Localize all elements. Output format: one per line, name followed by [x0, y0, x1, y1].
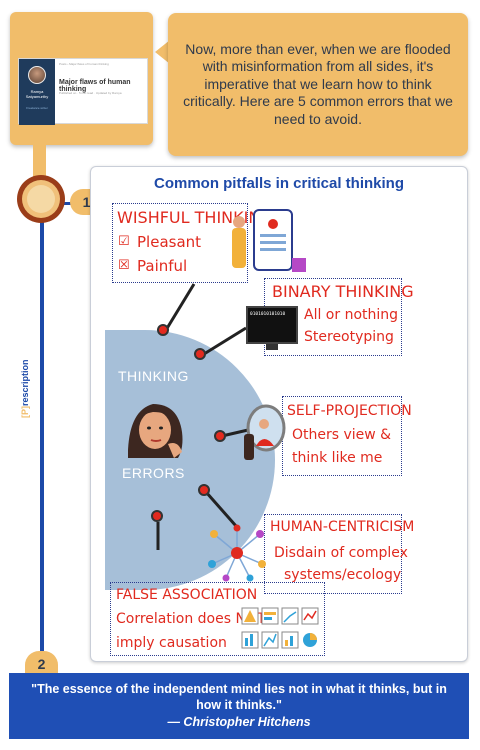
intro-text: Now, more than ever, when we are flooded… [183, 40, 453, 127]
thumbnail-stem [33, 145, 46, 183]
article-meta: Published on · 5 min read · Updated by R… [59, 91, 122, 95]
connector-dot-projection [214, 430, 226, 442]
step-badge-2[interactable]: 2 [25, 651, 58, 677]
author-name: Ramya Satyamurthy [25, 89, 49, 99]
wishful-line2: Painful [137, 257, 188, 275]
timeline-node-core [27, 185, 55, 213]
projection-line2: think like me [292, 450, 383, 466]
network-icon [208, 524, 266, 582]
quote-text: "The essence of the independent mind lie… [31, 682, 447, 712]
binary-line1: All or nothing [304, 307, 399, 323]
author-role: Freelance writer [26, 106, 48, 110]
phone-icon [232, 209, 306, 272]
quote-banner: "The essence of the independent mind lie… [9, 673, 469, 739]
association-title: FALSE ASSOCIATION [116, 587, 258, 603]
check-icon: ☑ [118, 234, 130, 249]
wishful-thinking-box [112, 203, 248, 283]
intro-bubble: Now, more than ever, when we are flooded… [168, 13, 468, 156]
projection-title: SELF-PROJECTION [287, 403, 412, 419]
article-preview: Ramya Satyamurthy Freelance writer Posts… [18, 58, 148, 125]
brand-bracket: [P] [20, 406, 30, 418]
avatar [28, 66, 46, 84]
chart-icon-row2 [241, 631, 317, 649]
brand-logo: [P]rescription [20, 359, 30, 418]
binary-screen-text: 0101010101010 [250, 312, 286, 317]
association-line1: Correlation does NOT [116, 611, 266, 627]
chart-icon-row1 [241, 607, 319, 625]
breadcrumb: Posts › Major flaws of human thinking [59, 62, 109, 66]
connector-dot-centrism [198, 484, 210, 496]
quote-author: — Christopher Hitchens [167, 715, 311, 729]
chart-icons [241, 607, 319, 649]
connector-dot-association [151, 510, 163, 522]
timeline-connector [58, 202, 73, 205]
timeline-line [40, 198, 44, 658]
cross-icon: ☒ [118, 258, 130, 273]
hub-label-bottom: ERRORS [122, 465, 185, 481]
false-association-box [110, 582, 325, 656]
wishful-line1: Pleasant [137, 233, 202, 251]
mirror-icon [244, 404, 286, 460]
projection-line1: Others view & [292, 427, 392, 443]
association-line2: imply causation [116, 635, 227, 651]
centrism-title: HUMAN-CENTRICISM [270, 519, 415, 535]
centrism-line1: Disdain of complex [274, 545, 408, 561]
binary-line2: Stereotyping [304, 329, 394, 345]
thinking-woman-illustration [128, 404, 183, 458]
binary-title: BINARY THINKING [272, 282, 414, 301]
pitfall-connectors [156, 283, 249, 550]
brand-text: rescription [20, 359, 30, 406]
infographic-title: Common pitfalls in critical thinking [153, 175, 405, 192]
centrism-line2: systems/ecology [284, 567, 402, 583]
connector-dot-binary [194, 348, 206, 360]
article-thumbnail-card[interactable]: Ramya Satyamurthy Freelance writer Posts… [10, 12, 153, 145]
article-title: Major flaws of human thinking [59, 79, 131, 93]
bubble-tail [155, 40, 170, 64]
hub-label-top: THINKING [118, 368, 189, 384]
connector-dot-wishful [157, 324, 169, 336]
author-sidebar: Ramya Satyamurthy Freelance writer [19, 59, 55, 125]
monitor-stand [266, 344, 278, 350]
human-centricism-box [264, 514, 402, 594]
computer-monitor-icon: 0101010101010 [246, 306, 298, 344]
